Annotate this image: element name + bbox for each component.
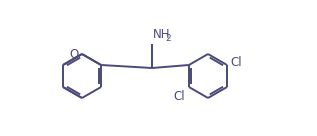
Text: 2: 2 — [165, 34, 171, 43]
Text: Cl: Cl — [173, 90, 185, 103]
Text: NH: NH — [153, 28, 171, 41]
Text: O: O — [70, 47, 79, 61]
Text: Cl: Cl — [230, 56, 242, 69]
